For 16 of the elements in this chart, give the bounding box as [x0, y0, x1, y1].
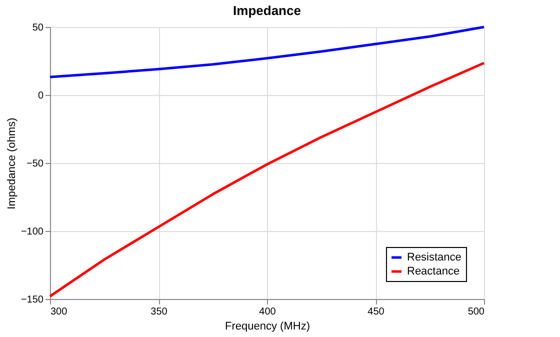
x-tick-label: 300: [50, 306, 68, 318]
x-tick-label: 450: [368, 306, 385, 318]
y-tick-label: −150: [20, 294, 44, 306]
legend-label: Reactance: [407, 266, 460, 278]
line-series: [48, 26, 486, 78]
x-tick-label: 350: [150, 306, 168, 318]
y-tick-label: 50: [32, 22, 44, 34]
x-tick-label: 500: [468, 306, 485, 318]
chart-title: Impedance: [233, 3, 301, 18]
y-tick-label: 0: [38, 90, 44, 102]
x-axis-title: Frequency (MHz): [225, 320, 310, 332]
x-tick-label: 400: [259, 306, 276, 318]
y-tick-label: −50: [26, 158, 44, 170]
legend-label: Resistance: [407, 252, 462, 264]
y-axis-title: Impedance (ohms): [6, 118, 18, 210]
y-tick-label: −100: [20, 226, 44, 238]
